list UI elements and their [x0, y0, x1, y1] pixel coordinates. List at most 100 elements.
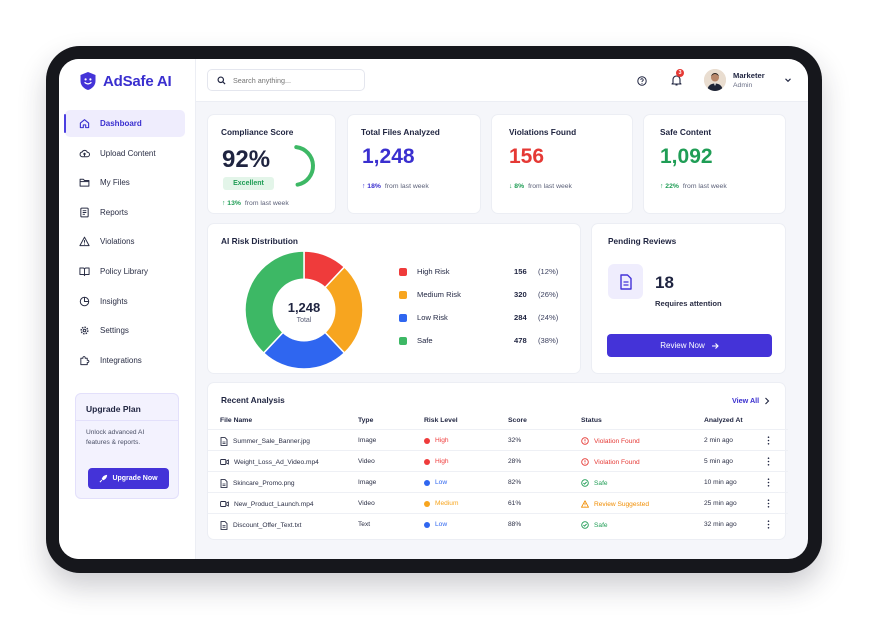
- legend-count: 156: [514, 267, 527, 276]
- cell-analyzed-at: 25 min ago: [704, 500, 737, 507]
- cell-analyzed-at: 5 min ago: [704, 458, 733, 465]
- safe-delta: ↑ 22% from last week: [660, 183, 727, 190]
- legend-medium-risk: Medium Risk: [399, 290, 461, 299]
- sidebar-item-dashboard[interactable]: Dashboard: [64, 110, 185, 137]
- upgrade-now-button[interactable]: Upgrade Now: [88, 468, 169, 489]
- gear-icon: [80, 326, 89, 335]
- pending-title: Pending Reviews: [608, 236, 677, 246]
- risk-dot: [424, 458, 430, 465]
- upgrade-text-line2: features & reports.: [86, 439, 141, 446]
- cell-status: Review Suggested: [581, 500, 649, 508]
- home-icon: [79, 119, 90, 129]
- cell-score: 28%: [508, 458, 522, 465]
- col-score: Score: [508, 417, 527, 424]
- more-options-icon[interactable]: [767, 478, 770, 487]
- more-options-icon[interactable]: [767, 436, 770, 445]
- legend-count: 320: [514, 290, 527, 299]
- total-files-title: Total Files Analyzed: [361, 127, 440, 137]
- legend-pct: (38%): [538, 336, 559, 345]
- more-options-icon[interactable]: [767, 499, 770, 508]
- sidebar-item-settings[interactable]: Settings: [65, 317, 185, 344]
- review-now-button[interactable]: Review Now: [607, 334, 772, 357]
- search-icon: [217, 75, 226, 85]
- view-all-label: View All: [732, 396, 760, 405]
- sidebar-nav: Dashboard Upload Content My Files Report…: [64, 110, 185, 376]
- sidebar-item-insights[interactable]: Insights: [65, 288, 185, 315]
- sidebar-item-my-files[interactable]: My Files: [65, 169, 185, 196]
- risk-distribution-card: AI Risk Distribution 1,248 Total High Ri…: [207, 223, 581, 374]
- col-file-name: File Name: [220, 417, 253, 424]
- cell-file-name: New_Product_Launch.mp4: [220, 500, 314, 508]
- violations-found-card: Violations Found 156 ↓ 8% from last week: [491, 114, 633, 214]
- app-name: AdSafe AI: [103, 72, 172, 90]
- cell-status: Violation Found: [581, 437, 640, 445]
- pending-subtitle: Requires attention: [655, 299, 722, 308]
- pie-icon: [79, 296, 90, 306]
- table-row[interactable]: Discount_Offer_Text.txt Text Low 88% Safe 32 …: [208, 513, 788, 534]
- file-name: Skincare_Promo.png: [233, 480, 295, 487]
- check-circle-icon: [581, 521, 589, 529]
- avatar[interactable]: [704, 69, 726, 91]
- col-status: Status: [581, 417, 602, 424]
- text-file-icon: [220, 521, 228, 530]
- sidebar-item-label: Dashboard: [100, 119, 142, 128]
- risk-dot: [424, 521, 430, 528]
- app-screen: AdSafe AI Dashboard Upload Content My Fi…: [59, 59, 808, 559]
- safe-value: 1,092: [660, 145, 713, 168]
- status-label: Safe: [594, 521, 608, 529]
- donut-total-label: Total: [296, 317, 312, 324]
- sidebar-item-violations[interactable]: Violations: [65, 228, 185, 255]
- violations-delta: ↓ 8% from last week: [509, 183, 572, 190]
- more-options-icon[interactable]: [767, 457, 770, 466]
- sidebar-item-label: My Files: [100, 178, 130, 188]
- sidebar: AdSafe AI Dashboard Upload Content My Fi…: [59, 59, 196, 559]
- compliance-delta: ↑ 13% from last week: [222, 200, 289, 207]
- sidebar-item-reports[interactable]: Reports: [65, 199, 185, 226]
- file-name: Discount_Offer_Text.txt: [233, 522, 302, 529]
- risk-label: High: [435, 437, 449, 444]
- help-icon[interactable]: [637, 76, 647, 86]
- total-files-delta: ↑ 18% from last week: [362, 183, 429, 190]
- upgrade-text-line1: Unlock advanced AI: [86, 429, 145, 436]
- delta-up-value: ↑ 13%: [222, 200, 241, 207]
- more-options-icon[interactable]: [767, 520, 770, 529]
- status-label: Safe: [594, 479, 608, 487]
- sidebar-item-label: Insights: [100, 296, 128, 306]
- table-row[interactable]: New_Product_Launch.mp4 Video Medium 61% Revi…: [208, 492, 788, 513]
- cloud-upload-icon: [79, 149, 90, 157]
- table-row[interactable]: Summer_Sale_Banner.jpg Image High 32% Violat…: [208, 429, 788, 450]
- cell-type: Video: [358, 458, 375, 465]
- safe-content-card: Safe Content 1,092 ↑ 22% from last week: [643, 114, 786, 214]
- upgrade-plan-card: Upgrade Plan Unlock advanced AI features…: [75, 393, 179, 499]
- legend-swatch: [399, 336, 407, 345]
- chevron-down-icon[interactable]: [784, 76, 792, 84]
- sidebar-item-upload-content[interactable]: Upload Content: [65, 140, 185, 167]
- compliance-value: 92%: [222, 146, 271, 173]
- cell-type: Text: [358, 521, 371, 528]
- app-logo[interactable]: AdSafe AI: [79, 71, 172, 91]
- cell-score: 32%: [508, 437, 522, 444]
- col-analyzed-at: Analyzed At: [704, 417, 743, 424]
- view-all-link[interactable]: View All: [732, 396, 770, 405]
- table-row[interactable]: Skincare_Promo.png Image Low 82% Safe 10 min …: [208, 471, 788, 492]
- cell-score: 88%: [508, 521, 522, 528]
- total-files-value: 1,248: [362, 145, 415, 168]
- search-input[interactable]: [233, 75, 353, 85]
- image-file-icon: [220, 437, 228, 446]
- compliance-gauge: [294, 145, 315, 187]
- status-label: Violation Found: [594, 437, 640, 445]
- avatar-image: [704, 69, 726, 91]
- sidebar-item-integrations[interactable]: Integrations: [65, 347, 185, 374]
- document-icon: [619, 273, 632, 290]
- recent-title: Recent Analysis: [221, 395, 285, 405]
- sidebar-item-policy-library[interactable]: Policy Library: [65, 258, 185, 285]
- legend-low-risk: Low Risk: [399, 313, 448, 322]
- legend-pct: (12%): [538, 267, 559, 276]
- excellent-badge: Excellent: [223, 177, 274, 190]
- table-row[interactable]: Weight_Loss_Ad_Video.mp4 Video High 28% Viol…: [208, 450, 788, 471]
- risk-dot: [424, 437, 430, 444]
- cell-score: 61%: [508, 500, 522, 507]
- upgrade-divider: [76, 420, 178, 421]
- search-box[interactable]: [207, 69, 365, 91]
- col-risk-level: Risk Level: [424, 417, 458, 424]
